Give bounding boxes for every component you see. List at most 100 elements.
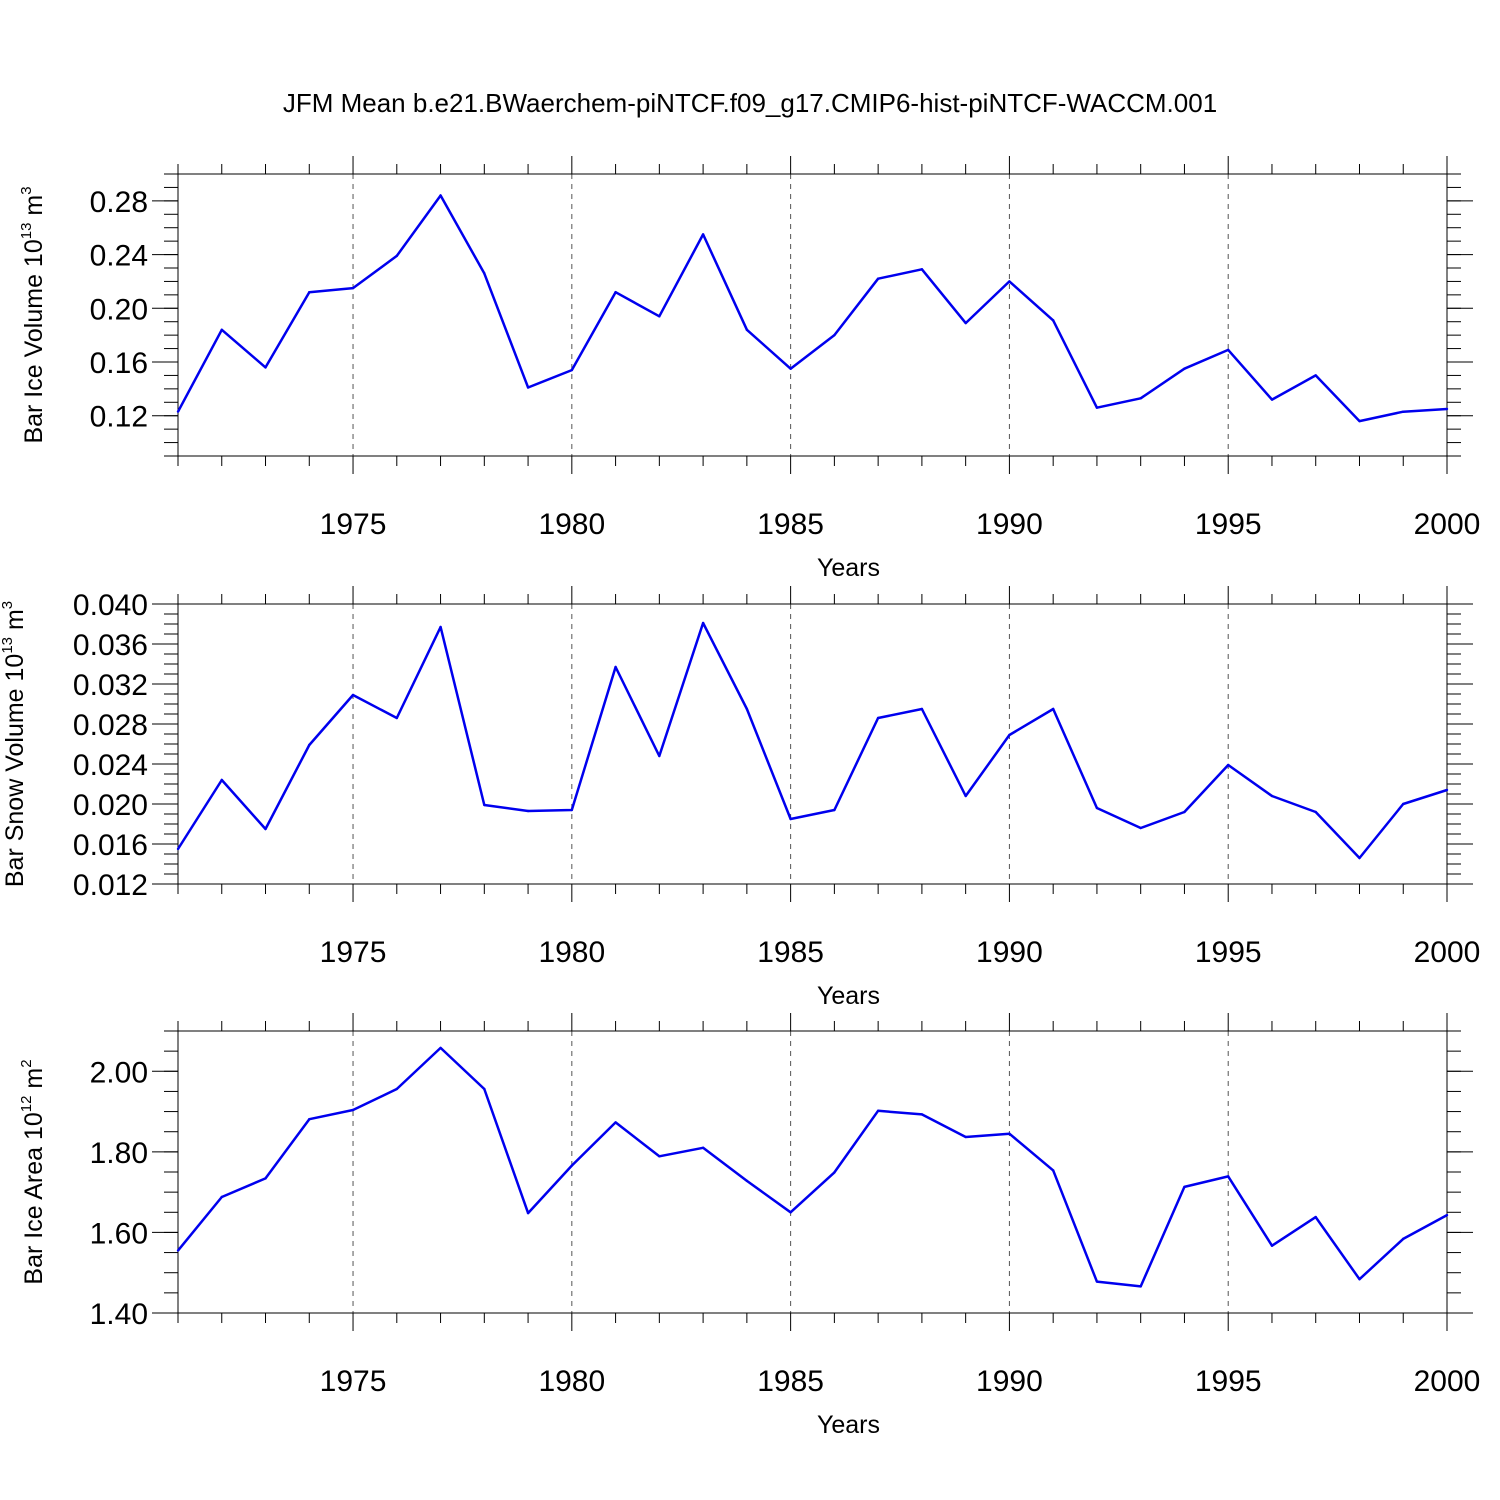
x-axis-label: Years bbox=[817, 982, 880, 1010]
data-point bbox=[920, 268, 924, 271]
data-point bbox=[220, 328, 223, 331]
data-point bbox=[176, 1249, 180, 1252]
x-tick-label: 1990 bbox=[976, 508, 1043, 541]
data-point bbox=[1051, 707, 1055, 711]
data-point bbox=[308, 290, 311, 294]
data-point bbox=[614, 290, 617, 294]
data-point bbox=[876, 716, 880, 720]
y-axis-label-exponent: 13 bbox=[18, 223, 35, 240]
y-axis-label: Bar Snow Volume 1013 m3 bbox=[0, 601, 29, 887]
y-axis-label-base: Bar Snow Volume 10 bbox=[1, 654, 29, 887]
y-tick-label: 0.12 bbox=[90, 401, 148, 434]
data-point bbox=[833, 808, 836, 812]
x-tick-label: 2000 bbox=[1414, 1365, 1481, 1398]
y-tick-label: 0.28 bbox=[90, 186, 148, 219]
data-point bbox=[1183, 1185, 1186, 1189]
x-tick-label: 1995 bbox=[1195, 936, 1262, 969]
chart-title: JFM Mean b.e21.BWaerchem-piNTCF.f09_g17.… bbox=[283, 88, 1217, 118]
data-point bbox=[658, 754, 661, 758]
data-point bbox=[745, 328, 749, 331]
data-point bbox=[439, 194, 442, 197]
data-point bbox=[1008, 1132, 1011, 1135]
data-point bbox=[1227, 763, 1230, 767]
data-point bbox=[1402, 802, 1405, 806]
data-point bbox=[1358, 856, 1361, 860]
y-axis-label-unit-exponent: 3 bbox=[0, 601, 16, 609]
plot-frame bbox=[177, 173, 1448, 457]
data-point bbox=[395, 716, 398, 720]
data-point bbox=[614, 1121, 617, 1124]
data-point bbox=[1008, 280, 1011, 283]
data-point bbox=[439, 1046, 442, 1050]
data-point bbox=[1008, 733, 1011, 737]
data-point bbox=[220, 778, 223, 782]
data-point bbox=[1227, 348, 1230, 352]
data-point bbox=[176, 410, 180, 413]
x-tick-label: 1975 bbox=[320, 1365, 387, 1398]
data-point bbox=[526, 386, 530, 389]
data-point bbox=[1095, 406, 1099, 409]
x-tick-label: 1980 bbox=[538, 1365, 605, 1398]
y-tick-label: 0.16 bbox=[90, 347, 148, 380]
x-tick-label: 2000 bbox=[1414, 508, 1481, 541]
data-point bbox=[1139, 826, 1142, 830]
data-point bbox=[395, 254, 398, 258]
plot-frame bbox=[177, 603, 1448, 885]
data-point bbox=[1095, 806, 1099, 810]
y-tick-label: 1.80 bbox=[90, 1137, 148, 1170]
data-point bbox=[1314, 374, 1317, 377]
y-tick-label: 0.036 bbox=[73, 629, 148, 662]
data-point bbox=[745, 707, 749, 711]
y-axis-label-exponent: 12 bbox=[18, 1096, 35, 1113]
data-point bbox=[658, 315, 661, 318]
y-tick-label: 0.012 bbox=[73, 869, 148, 902]
data-point bbox=[1402, 410, 1405, 413]
data-point bbox=[1227, 1175, 1230, 1178]
y-axis-label-unit-exponent: 3 bbox=[18, 186, 35, 194]
data-point bbox=[701, 621, 705, 625]
data-point bbox=[1314, 810, 1317, 814]
x-tick-label: 1985 bbox=[757, 936, 824, 969]
data-point bbox=[570, 808, 574, 812]
data-point bbox=[1270, 398, 1274, 401]
x-tick-label: 1975 bbox=[320, 508, 387, 541]
data-point bbox=[789, 817, 792, 821]
panels: 0.12 0.16 0.20 0.24 0.28 1975 1980 1985 1990 1995… bbox=[0, 156, 1480, 1439]
y-axis-label-unit-exponent: 2 bbox=[18, 1059, 35, 1067]
data-point bbox=[176, 847, 180, 851]
y-tick-label: 0.032 bbox=[73, 669, 148, 702]
data-point bbox=[264, 827, 267, 831]
y-tick-label: 0.20 bbox=[90, 293, 148, 326]
data-point bbox=[351, 1108, 355, 1112]
data-point bbox=[701, 1146, 705, 1150]
data-point bbox=[1139, 397, 1142, 400]
data-point bbox=[264, 366, 267, 369]
data-point bbox=[483, 803, 486, 807]
data-point bbox=[701, 233, 705, 236]
data-point bbox=[1270, 1244, 1274, 1247]
data-point bbox=[964, 1135, 967, 1139]
data-point bbox=[526, 1211, 530, 1215]
data-point bbox=[1358, 1277, 1361, 1281]
data-point bbox=[1314, 1215, 1317, 1219]
x-tick-label: 1995 bbox=[1195, 1365, 1262, 1398]
data-point bbox=[876, 277, 880, 280]
data-point bbox=[1445, 407, 1449, 411]
data-point bbox=[658, 1155, 661, 1158]
data-point bbox=[920, 1113, 924, 1116]
data-point bbox=[964, 321, 967, 325]
y-axis-label-unit: m bbox=[20, 1068, 48, 1096]
data-point bbox=[876, 1109, 880, 1112]
x-tick-label: 1975 bbox=[320, 936, 387, 969]
x-tick-label: 1980 bbox=[538, 936, 605, 969]
data-point bbox=[1358, 419, 1361, 423]
panel-ice-volume: 0.12 0.16 0.20 0.24 0.28 1975 1980 1985 1990 1995… bbox=[18, 156, 1480, 582]
data-point bbox=[1051, 319, 1055, 322]
data-point bbox=[789, 1211, 792, 1214]
data-point bbox=[308, 1118, 311, 1121]
data-point bbox=[920, 707, 924, 711]
x-tick-label: 1995 bbox=[1195, 508, 1262, 541]
y-tick-label: 2.00 bbox=[90, 1056, 148, 1089]
data-point bbox=[1183, 810, 1186, 814]
